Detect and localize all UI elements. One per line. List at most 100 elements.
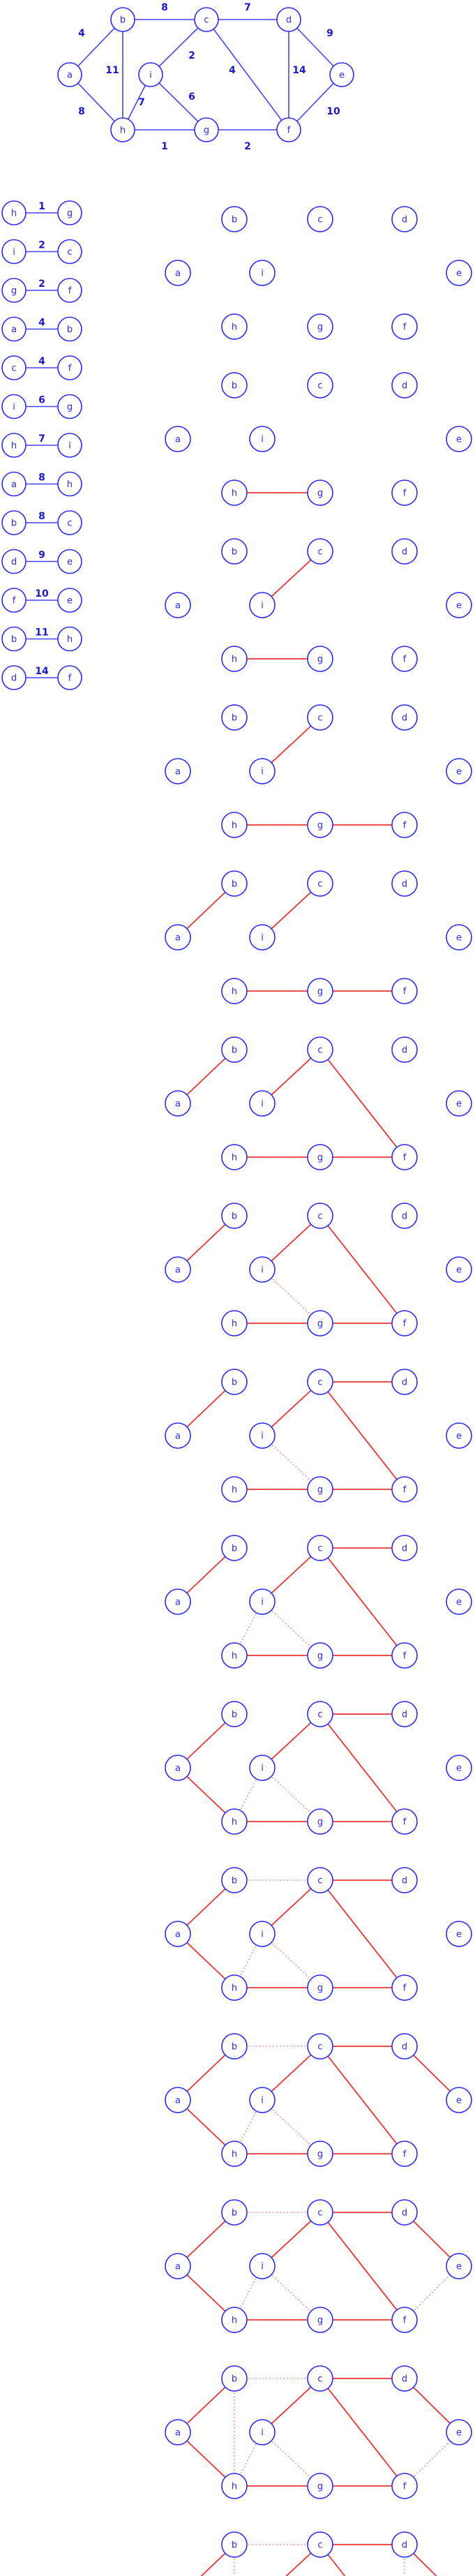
- edge-weight-b-h: 11: [105, 65, 119, 76]
- node-b: b: [221, 1867, 248, 1893]
- edge-list-weight: 14: [35, 666, 49, 677]
- edge-list-weight: 9: [38, 550, 45, 561]
- node-e: e: [446, 592, 472, 618]
- node-g: g: [307, 2141, 333, 2167]
- node-b: b: [221, 206, 248, 232]
- node-i: i: [249, 2087, 276, 2113]
- node-label-c: c: [317, 1876, 322, 1886]
- node-f: f: [391, 479, 418, 506]
- node-label-a: a: [11, 325, 17, 335]
- node-label-b: b: [232, 215, 237, 225]
- node-h: h: [221, 1476, 248, 1503]
- node-f: f: [391, 646, 418, 672]
- node-d: d: [391, 1701, 418, 1727]
- node-a: a: [165, 2419, 191, 2445]
- rejected-edge-i-g: [262, 2265, 321, 2321]
- rejected-edge-i-g: [262, 1601, 321, 1656]
- node-label-h: h: [232, 2316, 237, 2326]
- node-e: e: [446, 1921, 472, 1947]
- edge-list-item: 2 i c: [1, 239, 82, 265]
- node-i: i: [1, 239, 27, 265]
- mst-edge-c-f: [319, 2544, 346, 2576]
- kruskal-step-14: a b c d e f g h i: [165, 2365, 472, 2499]
- node-label-g: g: [317, 2316, 323, 2326]
- node-label-i: i: [261, 1099, 264, 1110]
- node-label-d: d: [402, 1045, 407, 1056]
- node-b: b: [221, 2199, 248, 2226]
- mst-edge-i-c: [262, 1713, 321, 1769]
- node-i: i: [249, 1588, 276, 1615]
- node-b: b: [221, 2033, 248, 2060]
- node-f: f: [391, 2473, 418, 2499]
- edge-list-weight: 11: [35, 627, 48, 639]
- node-label-a: a: [175, 1431, 181, 1442]
- node-c: c: [307, 1369, 333, 1395]
- kruskal-step-2: a b c d e f g h i: [165, 372, 472, 506]
- node-label-i: i: [261, 1598, 264, 1608]
- node-label-h: h: [232, 821, 237, 831]
- node-f: f: [391, 1144, 418, 1170]
- node-label-d: d: [402, 1876, 407, 1886]
- node-e: e: [446, 1755, 472, 1781]
- node-f: f: [391, 1974, 418, 2001]
- node-label-i: i: [261, 2096, 264, 2106]
- node-i: i: [249, 1090, 276, 1117]
- node-label-b: b: [232, 2042, 237, 2053]
- node-label-f: f: [403, 2316, 407, 2326]
- node-label-f: f: [403, 322, 407, 333]
- node-b: b: [221, 1535, 248, 1561]
- node-i: i: [249, 260, 276, 286]
- edge-weight-h-i: 7: [138, 97, 145, 108]
- kruskal-steps: a b c d e f g h i a b c d e f g h i a b c d e f g h i a b c d e f g h i a b c d…: [165, 206, 472, 2576]
- edge-list-item: 6 i g: [1, 394, 82, 419]
- node-c: c: [307, 538, 333, 565]
- node-label-c: c: [317, 381, 322, 392]
- node-g: g: [57, 394, 82, 419]
- node-e: e: [446, 260, 472, 286]
- node-g: g: [307, 646, 333, 672]
- edge-list-item: 1 h g: [1, 200, 82, 225]
- node-label-h: h: [232, 1153, 237, 1163]
- node-label-f: f: [403, 1817, 407, 1828]
- node-label-c: c: [317, 2374, 322, 2385]
- node-label-f: f: [403, 2482, 407, 2492]
- node-label-f: f: [403, 655, 407, 665]
- node-i: i: [249, 2419, 276, 2445]
- mst-edge-c-f: [319, 2378, 405, 2487]
- node-label-i: i: [261, 2262, 264, 2272]
- node-label-d: d: [402, 713, 407, 724]
- node-label-g: g: [317, 1485, 323, 1496]
- node-label-b: b: [232, 547, 237, 558]
- node-d: d: [391, 538, 418, 565]
- node-e: e: [446, 2087, 472, 2113]
- node-e: e: [57, 549, 82, 574]
- rejected-edge-i-g: [262, 1933, 321, 1988]
- node-label-f: f: [68, 364, 72, 374]
- node-label-h: h: [11, 441, 17, 452]
- edge-weight-c-i: 2: [188, 50, 195, 61]
- node-label-e: e: [67, 596, 73, 606]
- node-label-e: e: [456, 2262, 462, 2272]
- node-label-i: i: [261, 1431, 264, 1442]
- node-label-i: i: [13, 402, 15, 412]
- node-h: h: [221, 2307, 248, 2333]
- mst-edge-i-c: [285, 2544, 321, 2576]
- mst-edge-i-c: [262, 1381, 321, 1436]
- edge-list-item: 9 d e: [1, 549, 82, 574]
- node-label-h: h: [232, 489, 237, 499]
- node-label-g: g: [204, 126, 209, 136]
- node-label-e: e: [456, 1598, 462, 1608]
- node-label-a: a: [175, 1598, 181, 1608]
- edge-weight-b-c: 8: [161, 2, 168, 13]
- node-h: h: [57, 626, 82, 652]
- node-label-d: d: [11, 557, 17, 567]
- edge-list-weight: 10: [35, 588, 49, 600]
- node-c: c: [194, 7, 219, 32]
- node-label-g: g: [317, 655, 323, 665]
- node-c: c: [57, 239, 82, 265]
- node-c: c: [307, 372, 333, 399]
- edge-list-weight: 1: [38, 201, 45, 212]
- node-label-f: f: [68, 673, 72, 684]
- node-label-g: g: [317, 987, 323, 997]
- node-d: d: [276, 7, 301, 32]
